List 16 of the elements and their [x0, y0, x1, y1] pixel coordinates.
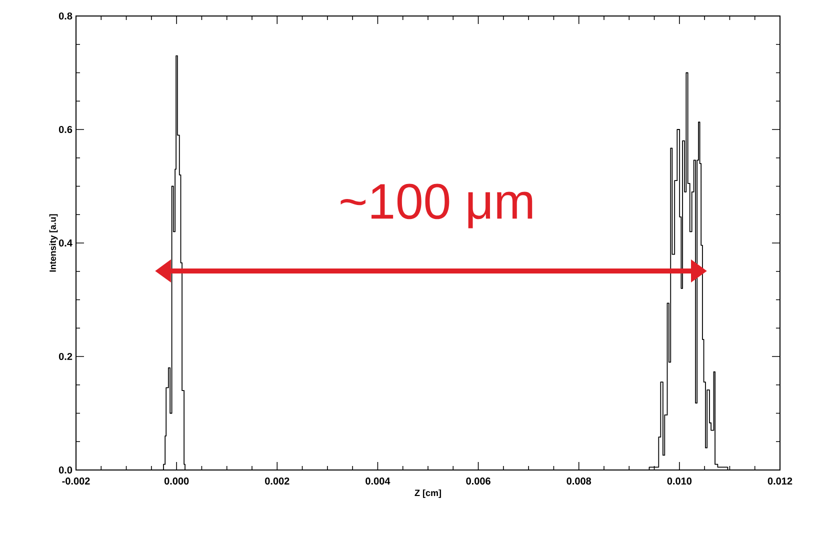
x-tick-label: 0.004 — [366, 478, 390, 485]
x-tick-label: 0.012 — [768, 478, 792, 485]
x-tick-label: 0.008 — [566, 478, 592, 485]
y-tick-label: 0.2 — [58, 352, 72, 360]
annotation: ~100 μm — [340, 184, 532, 228]
y-tick-label: 0.4 — [58, 239, 72, 247]
y-tick-label: 0.0 — [58, 466, 72, 474]
x-tick-label: 0.000 — [164, 478, 189, 485]
y-tick-label: 0.8 — [58, 12, 72, 20]
y-tick-label: 0.6 — [58, 126, 72, 134]
x-tick-label: 0.010 — [667, 478, 692, 485]
x-tick-label: -0.002 — [62, 478, 90, 485]
x-axis-title: Z [cm] — [414, 489, 441, 498]
y-axis-title: Intensity [a.u] — [49, 214, 58, 272]
x-tick-label: 0.006 — [466, 478, 490, 485]
x-tick-label: 0.002 — [265, 478, 290, 485]
